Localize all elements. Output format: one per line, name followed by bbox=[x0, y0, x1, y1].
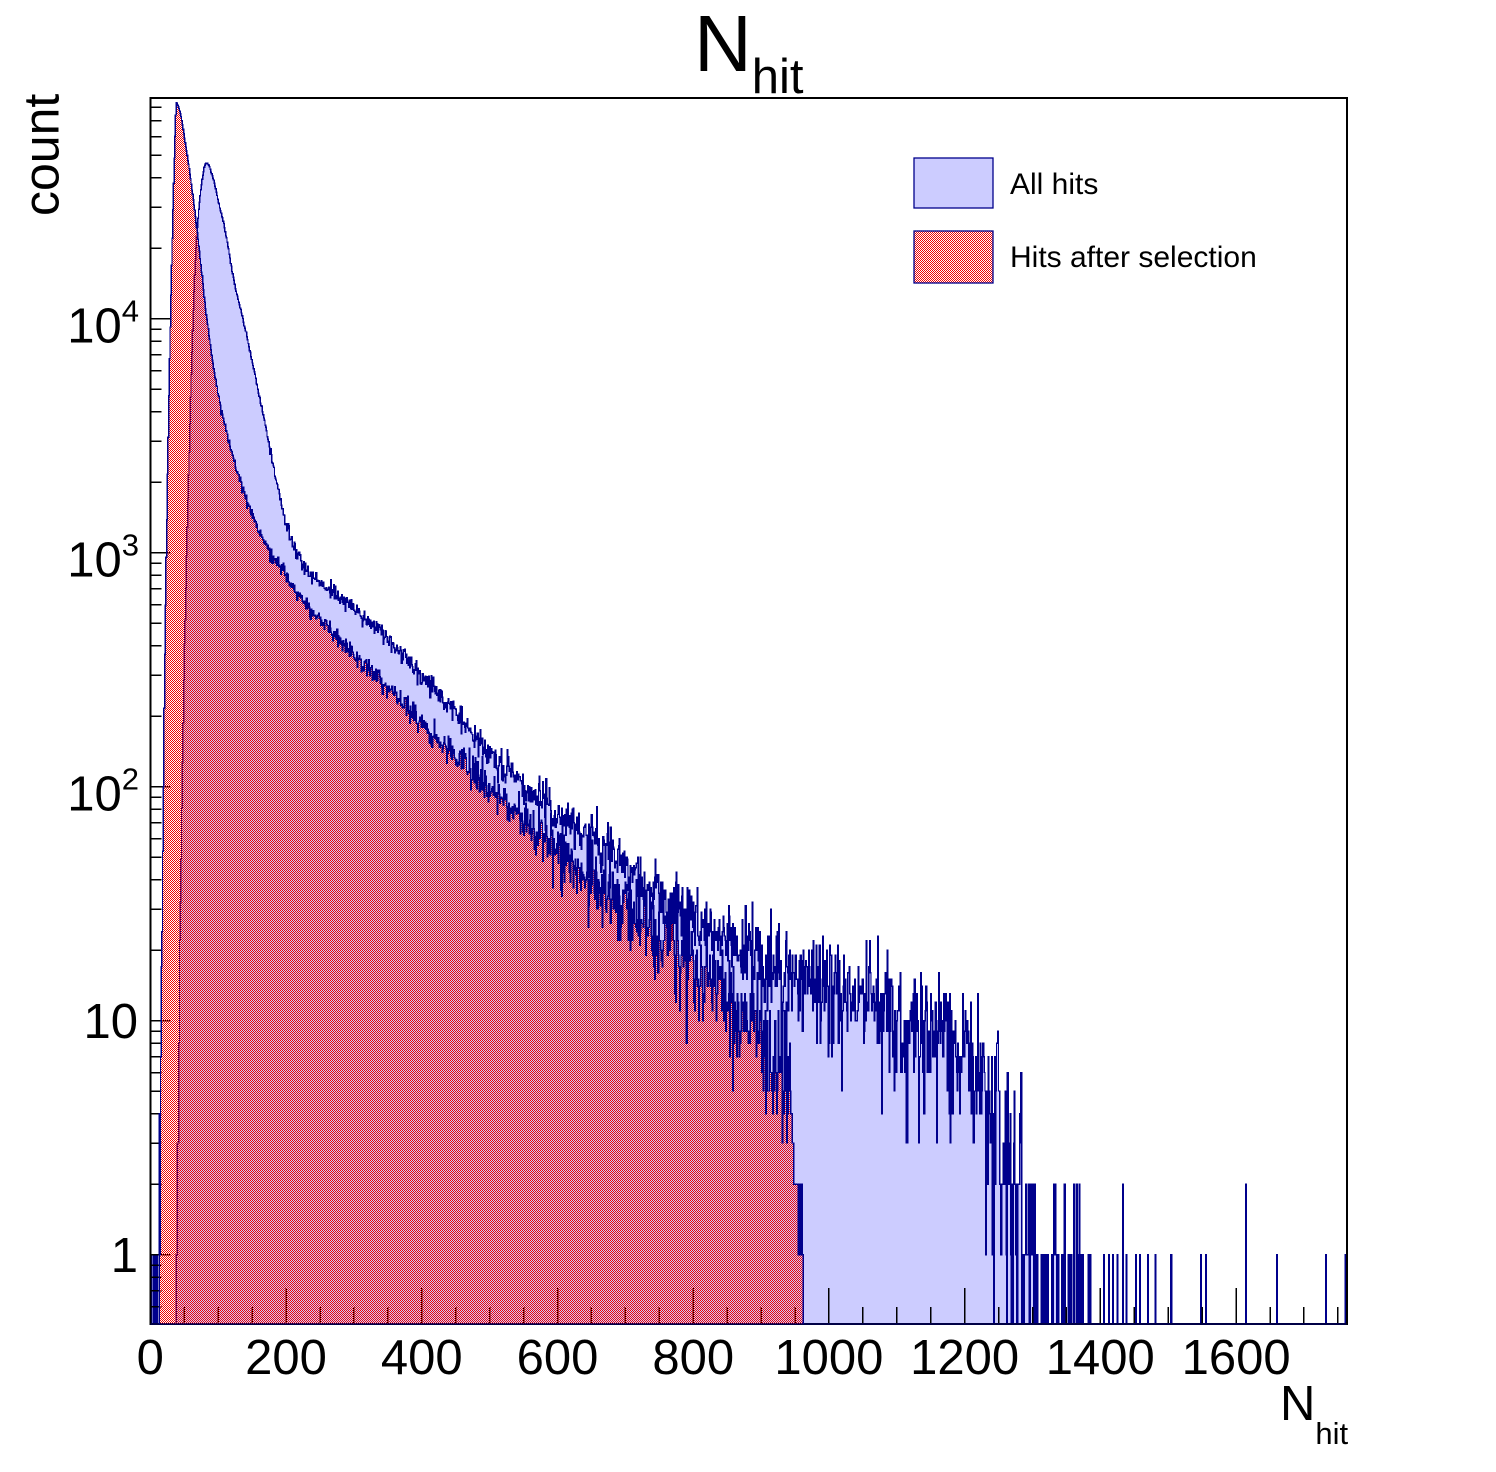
svg-text:0: 0 bbox=[137, 1331, 164, 1385]
svg-text:1: 1 bbox=[111, 1229, 138, 1283]
svg-text:1600: 1600 bbox=[1182, 1331, 1291, 1385]
svg-text:1400: 1400 bbox=[1046, 1331, 1155, 1385]
svg-text:400: 400 bbox=[381, 1331, 463, 1385]
svg-text:200: 200 bbox=[245, 1331, 327, 1385]
svg-text:600: 600 bbox=[517, 1331, 599, 1385]
svg-text:Hits after selection: Hits after selection bbox=[1010, 241, 1257, 274]
svg-text:10: 10 bbox=[83, 995, 138, 1049]
svg-text:count: count bbox=[14, 94, 70, 216]
svg-text:All hits: All hits bbox=[1010, 168, 1098, 201]
svg-text:800: 800 bbox=[652, 1331, 734, 1385]
svg-text:1200: 1200 bbox=[910, 1331, 1019, 1385]
svg-text:1000: 1000 bbox=[774, 1331, 883, 1385]
